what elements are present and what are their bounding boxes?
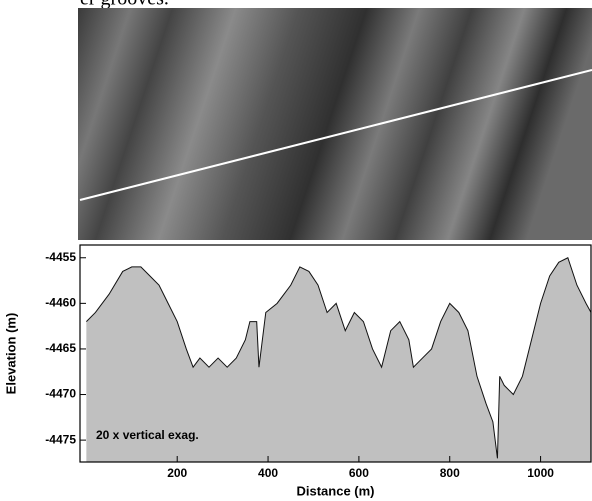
- x-tick-label: 1000: [527, 466, 554, 480]
- y-tick-label: -4470: [45, 387, 76, 401]
- x-tick-label: 600: [349, 466, 369, 480]
- figure: er grooves. -4455-4460-4465-4470-4475200…: [0, 0, 592, 501]
- y-tick-label: -4465: [45, 341, 76, 355]
- annotation: 20 x vertical exag.: [96, 428, 199, 442]
- y-tick-label: -4455: [45, 250, 76, 264]
- x-tick-label: 800: [440, 466, 460, 480]
- y-tick-label: -4460: [45, 296, 76, 310]
- y-axis-label: Elevation (m): [3, 313, 18, 395]
- chart: -4455 -4460 -4465 -4470 -4475 200 400 600 800 100…: [3, 245, 591, 498]
- x-axis-label: Distance (m): [296, 483, 374, 498]
- terrain-image: [78, 8, 592, 240]
- y-tick-label: -4475: [45, 432, 76, 446]
- x-tick-label: 200: [167, 466, 187, 480]
- x-tick-label: 400: [258, 466, 278, 480]
